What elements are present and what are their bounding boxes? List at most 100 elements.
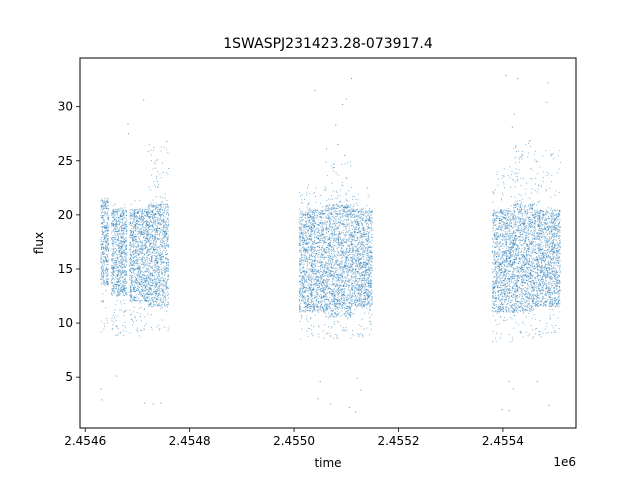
data-point [327,288,329,290]
data-point [145,299,147,301]
data-point [325,257,327,259]
data-point [333,267,335,269]
data-point [301,294,303,296]
data-point [111,214,113,216]
data-point [335,241,337,243]
data-point [144,288,146,290]
data-point [299,227,301,229]
data-point [126,229,128,231]
data-point [161,302,163,304]
data-point [160,288,162,290]
data-point [158,211,160,213]
data-point [148,286,150,288]
data-point [140,248,141,250]
data-point [144,242,146,244]
data-point [302,214,304,216]
data-point [131,314,133,316]
data-point [311,254,313,256]
data-point [321,221,323,223]
data-point [103,236,105,238]
data-point [311,292,313,294]
data-point [322,229,324,231]
data-point [111,224,113,226]
data-point [100,255,102,257]
data-point [101,265,103,267]
data-point [299,221,301,222]
data-point [341,297,343,299]
data-point [141,228,143,230]
data-point [104,197,106,199]
data-point [100,223,102,225]
data-point [139,253,141,255]
data-point [122,214,124,216]
data-point [102,271,104,273]
data-point [106,235,108,237]
data-point [302,283,304,285]
data-point [302,276,304,278]
data-point [309,306,311,308]
data-point [304,296,306,298]
data-point [339,210,341,212]
data-point [142,226,144,228]
data-point [148,251,150,253]
data-point [310,215,312,217]
data-point [136,281,138,283]
data-point [116,217,118,219]
data-point [162,262,164,264]
data-point [132,233,133,235]
data-point [153,229,155,231]
data-point [154,264,156,266]
data-point [106,284,108,286]
data-point [163,216,165,218]
data-point [298,292,300,294]
data-point [107,284,109,286]
data-point [120,249,122,251]
data-point [303,301,305,303]
data-point [133,210,135,212]
data-point [305,258,307,260]
data-point [104,227,106,229]
data-point [100,215,102,217]
data-point [151,285,153,287]
data-point [164,203,166,205]
data-point [166,279,168,281]
data-point [300,302,302,304]
data-point [164,299,166,301]
data-point [119,233,121,235]
data-point [312,335,314,337]
data-point [100,260,102,262]
data-point [344,281,346,283]
data-point [142,290,144,292]
data-point [150,224,152,226]
data-point [136,255,138,257]
data-point [299,321,301,322]
data-point [114,234,116,236]
data-point [102,275,104,277]
data-point [328,257,330,259]
data-point [131,280,133,282]
data-point [305,306,307,308]
data-point [105,241,107,243]
data-point [346,312,348,314]
data-point [148,282,150,284]
data-point [162,270,164,272]
data-point [107,198,109,200]
data-point [101,233,103,235]
data-point [116,223,118,225]
data-point [342,288,344,290]
data-point [344,242,346,244]
data-point [117,295,119,297]
data-point [141,231,143,233]
data-point [115,220,117,222]
data-point [329,223,331,225]
data-point [152,249,154,251]
data-point [166,287,168,289]
data-point [131,297,133,299]
data-point [301,230,303,232]
data-point [348,240,350,242]
data-point [102,226,104,228]
data-point [330,211,332,213]
data-point [318,276,320,278]
data-point [152,234,154,236]
data-point [103,260,105,262]
